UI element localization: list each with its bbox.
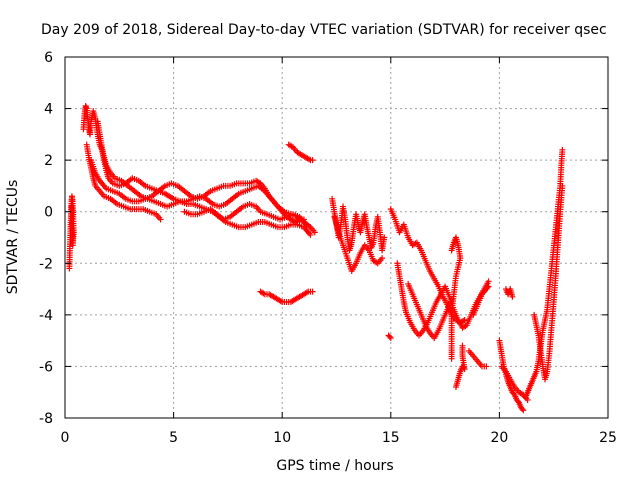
data-point [309, 157, 316, 164]
tick-labels: 0 5 10 15 20 25 -8 -6 -4 -2 0 2 4 6 [39, 50, 617, 446]
data-series [181, 200, 310, 228]
data-point [524, 396, 531, 403]
data-point [379, 255, 386, 262]
data-point [381, 234, 388, 241]
chart-title: Day 209 of 2018, Sidereal Day-to-day VTE… [41, 22, 607, 38]
x-tick-label: 15 [382, 430, 400, 446]
data-series [496, 337, 527, 414]
data-series [66, 193, 77, 272]
data-point [157, 216, 164, 223]
y-tick-label: -2 [39, 256, 53, 272]
data-series [329, 195, 388, 254]
data-series [452, 342, 468, 391]
data-series [448, 234, 464, 362]
plot-frame [64, 56, 609, 419]
x-tick-label: 25 [599, 430, 617, 446]
y-tick-label: 0 [44, 205, 53, 221]
data-series [257, 288, 316, 305]
data-series [498, 363, 531, 403]
data-point [485, 283, 492, 290]
ticks-layer [64, 56, 609, 419]
data-point [509, 293, 516, 300]
x-tick-label: 10 [273, 430, 291, 446]
data-point [559, 182, 566, 189]
data-point [461, 317, 468, 324]
data-point [520, 407, 527, 414]
data-series [531, 182, 566, 383]
y-tick-label: -4 [39, 308, 53, 324]
data-point [303, 221, 310, 228]
y-tick-label: 4 [44, 102, 53, 118]
data-point [387, 335, 394, 342]
x-tick-label: 0 [61, 430, 70, 446]
data-series [83, 141, 164, 223]
data-series [470, 283, 492, 318]
data-point [559, 146, 566, 153]
data-point [386, 333, 393, 340]
x-tick-label: 20 [490, 430, 508, 446]
data-point [311, 229, 318, 236]
y-tick-label: 2 [44, 153, 53, 169]
data-point [307, 231, 314, 238]
data-series [502, 286, 516, 300]
data-point [514, 398, 521, 405]
data-point [309, 288, 316, 295]
y-tick-label: 6 [44, 50, 53, 66]
x-axis-label: GPS time / hours [276, 458, 393, 474]
y-tick-label: -8 [39, 411, 53, 427]
y-axis-label: SDTVAR / TECUs [5, 180, 21, 295]
data-point [68, 203, 75, 210]
x-tick-label: 5 [169, 430, 178, 446]
y-tick-label: -6 [39, 359, 53, 375]
data-series [387, 206, 468, 326]
data-series [385, 332, 394, 342]
data-series [285, 141, 316, 164]
data-point [510, 390, 517, 397]
data-point [519, 405, 526, 412]
data-series [465, 347, 490, 370]
data-point [485, 278, 492, 285]
data-point [483, 363, 490, 370]
data-series [331, 213, 386, 275]
points-layer [66, 102, 566, 414]
data-point [484, 284, 491, 291]
data-point [459, 342, 466, 349]
data-point [448, 355, 455, 362]
